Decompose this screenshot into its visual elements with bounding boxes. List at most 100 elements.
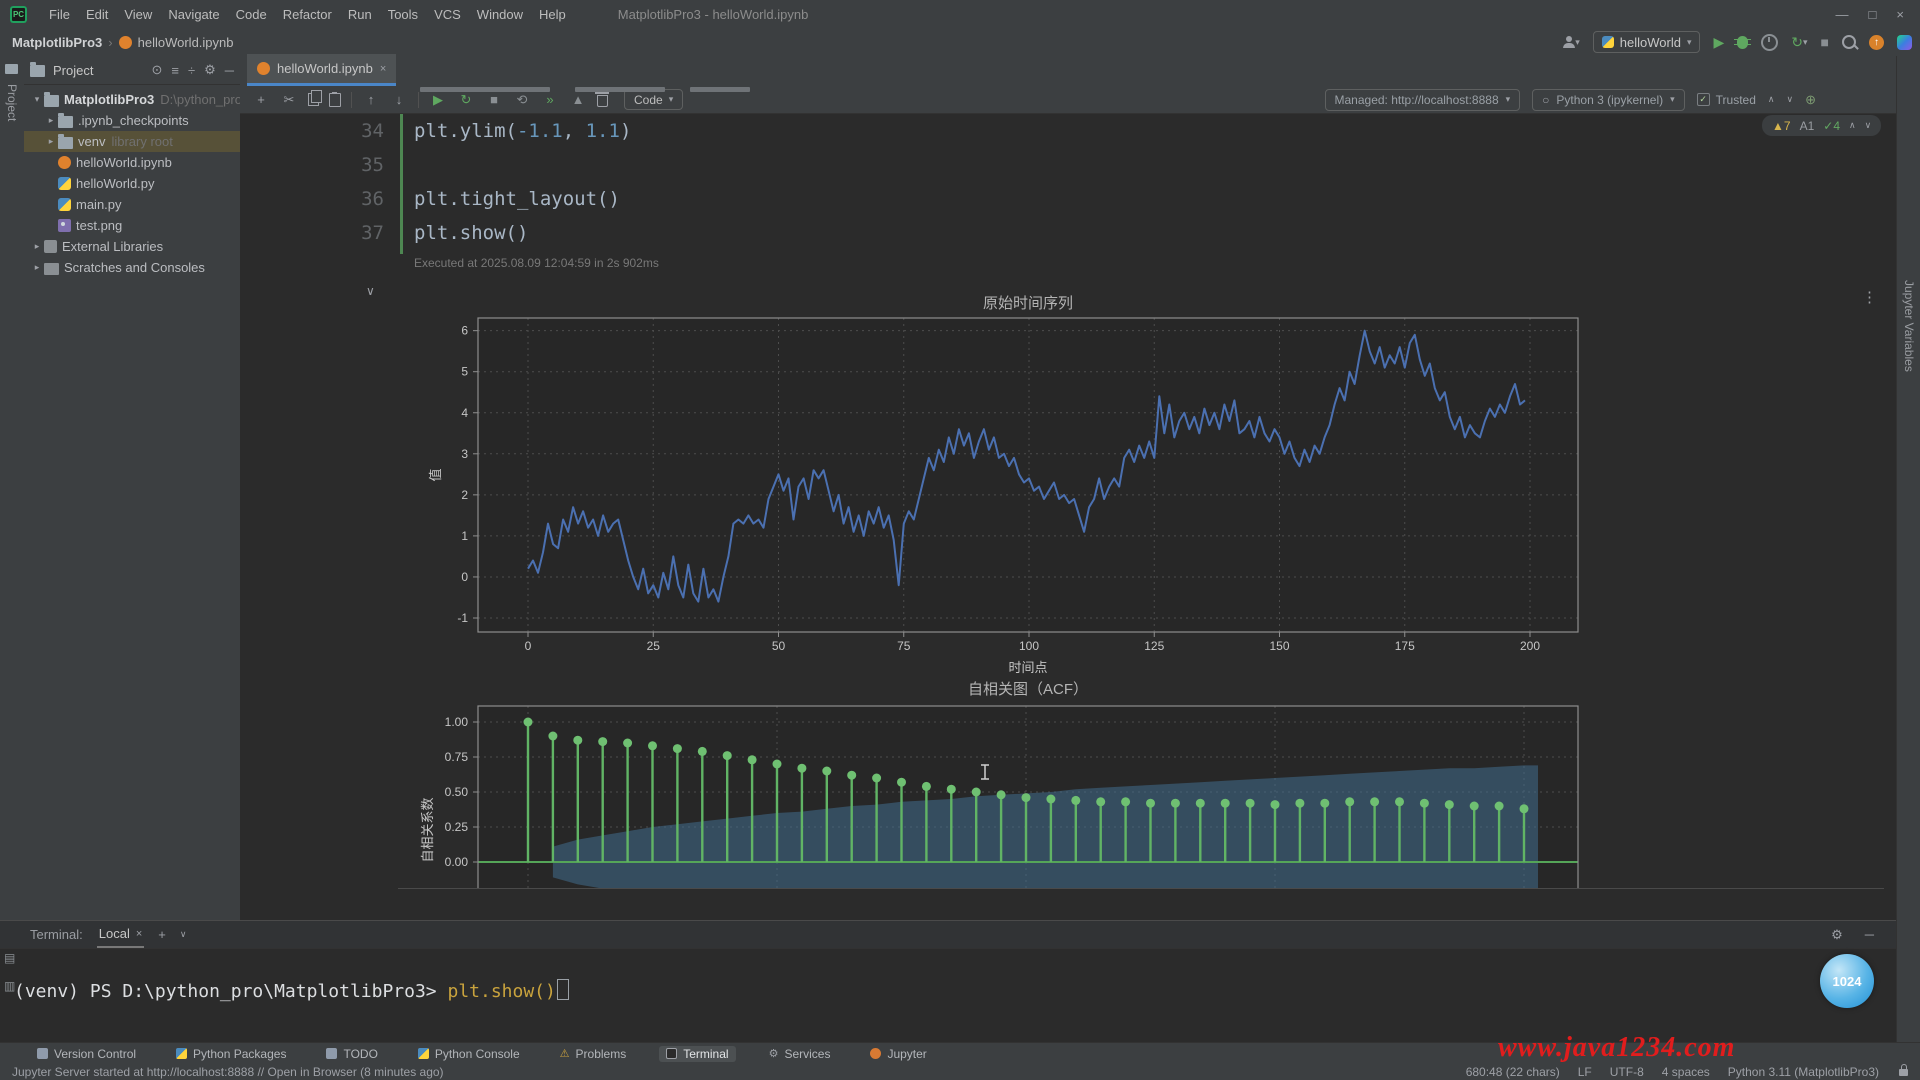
prev-cell-icon[interactable]: ∧: [1767, 94, 1775, 104]
terminal-prompt-line[interactable]: (venv) PS D:\python_pro\MatplotlibPro3> …: [14, 979, 569, 1002]
collapse-all-icon[interactable]: ÷: [187, 62, 196, 78]
run-configuration-select[interactable]: helloWorld ▾: [1592, 31, 1701, 53]
settings-icon[interactable]: ⚙: [204, 62, 216, 77]
tree-item-external-libraries[interactable]: ▸ External Libraries: [24, 236, 240, 257]
menu-item-window[interactable]: Window: [476, 6, 524, 22]
menu-item-file[interactable]: File: [49, 6, 70, 22]
tool-window-button-problems[interactable]: ⚠ Problems: [553, 1046, 634, 1062]
caret-position[interactable]: 680:48 (22 chars): [1465, 1065, 1560, 1079]
coverage-button[interactable]: ↻ ▾: [1791, 34, 1808, 50]
terminal-side-icon[interactable]: ▤: [4, 951, 16, 965]
tree-item-matplotlibpro3[interactable]: ▾ MatplotlibPro3 D:\python_pro: [24, 89, 240, 110]
run-button[interactable]: ▶: [1713, 34, 1725, 50]
terminal-tab-close-icon[interactable]: ×: [135, 927, 143, 940]
prev-problem-icon[interactable]: ∧: [1849, 120, 1856, 130]
encoding[interactable]: UTF-8: [1609, 1065, 1644, 1079]
open-in-browser-icon[interactable]: ⊕: [1805, 91, 1816, 107]
interrupt-kernel-icon[interactable]: ▲: [571, 92, 585, 107]
expand-icon[interactable]: ≡: [171, 62, 179, 78]
cell-type-dropdown[interactable]: Code ▾: [624, 89, 684, 110]
paste-cell-icon[interactable]: [329, 91, 341, 107]
breadcrumb-project[interactable]: MatplotlibPro3: [12, 34, 103, 50]
update-icon[interactable]: ↑: [1869, 34, 1884, 50]
hide-icon[interactable]: ─: [224, 62, 234, 78]
plugin-icon[interactable]: [1897, 34, 1912, 50]
move-cell-up-icon[interactable]: ↑: [367, 92, 375, 107]
menu-item-vcs[interactable]: VCS: [434, 6, 461, 22]
project-tool-icon[interactable]: [5, 64, 18, 74]
copy-cell-icon[interactable]: [308, 90, 322, 106]
output-menu-icon[interactable]: ⋮: [1862, 289, 1877, 306]
run-all-icon[interactable]: ↻: [460, 91, 472, 107]
delete-cell-icon[interactable]: [595, 92, 609, 107]
menu-item-help[interactable]: Help: [539, 6, 566, 22]
breadcrumb-file[interactable]: helloWorld.ipynb: [137, 34, 234, 50]
trusted-checkbox[interactable]: ✓ Trusted: [1696, 93, 1756, 107]
stop-cell-icon[interactable]: ■: [490, 92, 498, 107]
status-message[interactable]: Jupyter Server started at http://localho…: [12, 1065, 444, 1079]
project-stripe-button[interactable]: Project: [5, 84, 19, 122]
tree-expand-icon[interactable]: ▸: [48, 136, 54, 146]
tree-item-venv[interactable]: ▸ venv library root: [24, 131, 240, 152]
tool-window-button-python-packages[interactable]: Python Packages: [169, 1046, 293, 1062]
jupyter-variables-stripe-button[interactable]: Jupyter Variables: [1902, 280, 1916, 372]
profile-button[interactable]: [1761, 33, 1779, 51]
tool-window-button-jupyter[interactable]: Jupyter: [863, 1046, 933, 1062]
tab-helloworld-ipynb[interactable]: helloWorld.ipynb ×: [247, 54, 397, 86]
menu-item-tools[interactable]: Tools: [387, 6, 419, 22]
restart-kernel-icon[interactable]: ⟲: [516, 91, 528, 107]
move-cell-down-icon[interactable]: ↓: [395, 92, 403, 107]
tree-expand-icon[interactable]: ▸: [48, 115, 54, 125]
run-cell-icon[interactable]: ▶: [433, 91, 443, 107]
next-cell-icon[interactable]: ∨: [1786, 94, 1794, 104]
lock-icon[interactable]: [1899, 1063, 1908, 1076]
menu-item-edit[interactable]: Edit: [85, 6, 109, 22]
maximize-button[interactable]: □: [1868, 6, 1877, 22]
tool-window-button-terminal[interactable]: Terminal: [659, 1045, 736, 1062]
line-ending[interactable]: LF: [1577, 1065, 1592, 1079]
tree-item-helloworld-py[interactable]: helloWorld.py: [24, 173, 240, 194]
tree-item--ipynb-checkpoints[interactable]: ▸ .ipynb_checkpoints: [24, 110, 240, 131]
add-cell-icon[interactable]: +: [257, 92, 265, 107]
debug-button[interactable]: [1734, 35, 1752, 49]
terminal-minimize-icon[interactable]: ─: [1864, 926, 1874, 942]
jupyter-server-select[interactable]: Managed: http://localhost:8888 ▾: [1324, 88, 1521, 111]
user-account-button[interactable]: ▾: [1563, 36, 1580, 48]
terminal-settings-icon[interactable]: ⚙: [1831, 926, 1843, 942]
menu-item-code[interactable]: Code: [235, 6, 267, 22]
next-problem-icon[interactable]: ∨: [1864, 120, 1872, 130]
locate-icon[interactable]: ⊙: [151, 62, 163, 77]
cut-cell-icon[interactable]: ✂: [283, 91, 295, 107]
minimize-button[interactable]: —: [1835, 6, 1849, 22]
tree-item-scratches-and-consoles[interactable]: ▸ Scratches and Consoles: [24, 257, 240, 278]
tool-window-button-version-control[interactable]: Version Control: [30, 1046, 143, 1062]
tree-expand-icon[interactable]: ▸: [34, 241, 40, 251]
tool-window-button-services[interactable]: ⚙ Services: [762, 1046, 838, 1062]
menu-item-run[interactable]: Run: [347, 6, 372, 22]
tree-item-label: Scratches and Consoles: [64, 260, 205, 275]
tree-item-test-png[interactable]: test.png: [24, 215, 240, 236]
menu-item-navigate[interactable]: Navigate: [168, 6, 220, 22]
tab-close-icon[interactable]: ×: [379, 62, 387, 75]
tree-item-main-py[interactable]: main.py: [24, 194, 240, 215]
new-terminal-icon[interactable]: +: [158, 927, 166, 942]
tree-item-helloworld-ipynb[interactable]: helloWorld.ipynb: [24, 152, 240, 173]
terminal-side-icon[interactable]: ▥: [4, 979, 16, 993]
interpreter[interactable]: Python 3.11 (MatplotlibPro3): [1727, 1065, 1879, 1079]
stop-button[interactable]: ■: [1820, 34, 1829, 50]
terminal-dropdown-icon[interactable]: ∨: [179, 929, 187, 939]
menu-item-view[interactable]: View: [124, 6, 153, 22]
terminal-tab-local[interactable]: Local ×: [96, 921, 145, 948]
run-all-below-icon[interactable]: »: [546, 92, 554, 107]
tool-window-button-python-console[interactable]: Python Console: [411, 1046, 527, 1062]
close-button[interactable]: ×: [1896, 6, 1904, 22]
output-collapse-icon[interactable]: ∨: [366, 284, 375, 298]
inspections-widget[interactable]: ▲7 A1 ✓4 ∧ ∨: [1762, 115, 1882, 136]
tree-expand-icon[interactable]: ▸: [34, 262, 40, 272]
kernel-select[interactable]: ○ Python 3 (ipykernel) ▾: [1532, 88, 1685, 111]
tool-window-button-todo[interactable]: TODO: [319, 1046, 384, 1062]
search-everywhere-button[interactable]: [1842, 35, 1856, 49]
indent-setting[interactable]: 4 spaces: [1661, 1065, 1710, 1079]
menu-item-refactor[interactable]: Refactor: [282, 6, 332, 22]
tree-expand-icon[interactable]: ▾: [34, 94, 40, 104]
